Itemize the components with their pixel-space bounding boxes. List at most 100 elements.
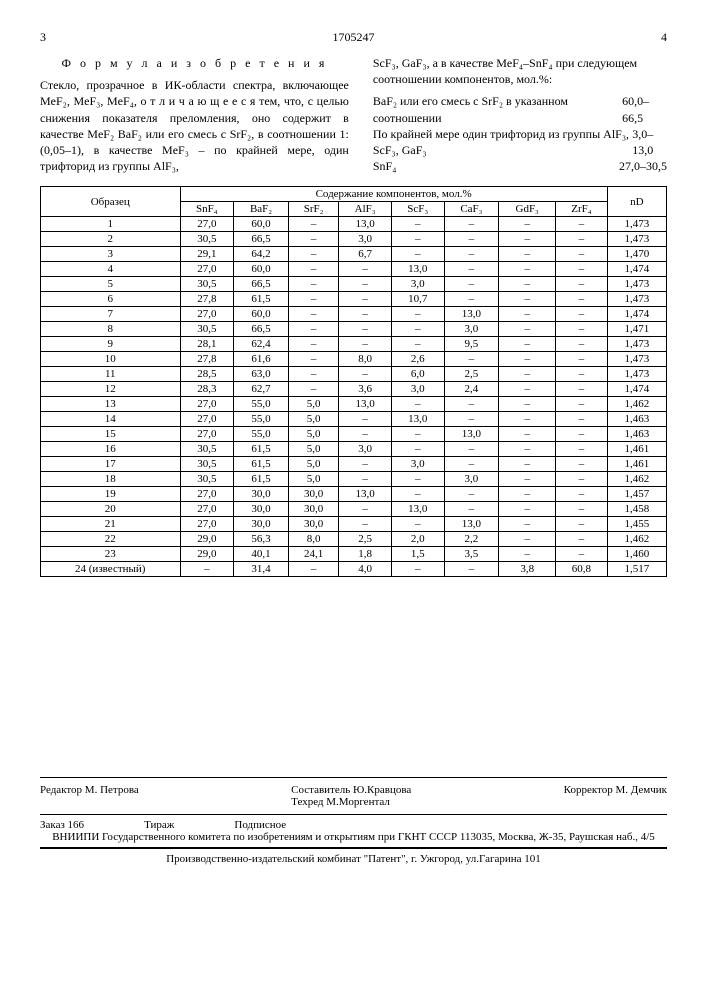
table-cell: 5,0 xyxy=(288,457,338,472)
table-cell: – xyxy=(444,442,499,457)
table-cell: – xyxy=(556,547,608,562)
ratio-value: 27,0–30,5 xyxy=(619,158,667,174)
table-cell: 27,8 xyxy=(180,292,234,307)
corrector: Корректор М. Демчик xyxy=(564,784,667,808)
table-cell: 13,0 xyxy=(444,307,499,322)
table-cell: – xyxy=(499,532,556,547)
table-cell: 66,5 xyxy=(234,322,289,337)
table-cell: 63,0 xyxy=(234,367,289,382)
table-cell: 20 xyxy=(41,502,181,517)
table-cell: – xyxy=(444,457,499,472)
order: Заказ 166 xyxy=(40,819,84,831)
table-cell: – xyxy=(339,367,392,382)
table-cell: 1,474 xyxy=(607,262,666,277)
table-cell: – xyxy=(444,262,499,277)
table-cell: – xyxy=(339,292,392,307)
table-cell: – xyxy=(288,277,338,292)
table-cell: 64,2 xyxy=(234,247,289,262)
table-cell: 29,0 xyxy=(180,532,234,547)
table-cell: – xyxy=(499,262,556,277)
footer-center: Составитель Ю.Кравцова Техред М.Моргента… xyxy=(291,784,411,808)
table-cell: 3,0 xyxy=(391,277,444,292)
table-cell: 1,463 xyxy=(607,412,666,427)
table-cell: – xyxy=(499,382,556,397)
table-cell: 13,0 xyxy=(444,517,499,532)
table-cell: 13,0 xyxy=(391,412,444,427)
table-cell: 1,458 xyxy=(607,502,666,517)
ratio-row: BaF₂ или его смесь с SrF₂ в указанном со… xyxy=(373,93,667,125)
table-cell: – xyxy=(339,277,392,292)
table-cell: 1,462 xyxy=(607,472,666,487)
table-cell: 27,0 xyxy=(180,217,234,232)
col-group: Содержание компонентов, мол.% xyxy=(180,187,607,202)
table-cell: 15 xyxy=(41,427,181,442)
table-cell: 27,0 xyxy=(180,397,234,412)
table-row: 1630,561,55,03,0––––1,461 xyxy=(41,442,667,457)
table-row: 2027,030,030,0–13,0–––1,458 xyxy=(41,502,667,517)
table-cell: – xyxy=(339,472,392,487)
table-cell: – xyxy=(391,217,444,232)
table-cell: 13,0 xyxy=(391,502,444,517)
ratio-label: BaF₂ или его смесь с SrF₂ в указанном со… xyxy=(373,93,622,125)
table-cell: – xyxy=(391,322,444,337)
table-cell: 1,473 xyxy=(607,232,666,247)
table-cell: – xyxy=(444,397,499,412)
paragraph-left: Стекло, прозрачное в ИК-области спектра,… xyxy=(40,78,349,173)
table-cell: 1,473 xyxy=(607,337,666,352)
table-cell: – xyxy=(444,217,499,232)
table-cell: 1,457 xyxy=(607,487,666,502)
table-cell: 6,7 xyxy=(339,247,392,262)
table-cell: – xyxy=(499,472,556,487)
table-cell: 1,8 xyxy=(339,547,392,562)
table-cell: 3,0 xyxy=(339,232,392,247)
table-cell: – xyxy=(556,352,608,367)
table-cell: 2,6 xyxy=(391,352,444,367)
table-cell: 2,5 xyxy=(444,367,499,382)
subcol: ScF₃ xyxy=(391,202,444,217)
table-cell: 13,0 xyxy=(339,217,392,232)
table-cell: – xyxy=(444,412,499,427)
table-row: 928,162,4–––9,5––1,473 xyxy=(41,337,667,352)
table-row: 24 (известный)–31,4–4,0––3,860,81,517 xyxy=(41,562,667,577)
table-cell: 1,460 xyxy=(607,547,666,562)
table-cell: 19 xyxy=(41,487,181,502)
table-row: 2127,030,030,0––13,0––1,455 xyxy=(41,517,667,532)
table-row: 1128,563,0––6,02,5––1,473 xyxy=(41,367,667,382)
table-cell: – xyxy=(288,292,338,307)
table-cell: – xyxy=(288,382,338,397)
table-cell: 27,0 xyxy=(180,307,234,322)
table-cell: – xyxy=(391,472,444,487)
formula-title: Ф о р м у л а и з о б р е т е н и я xyxy=(40,55,349,71)
table-cell: 66,5 xyxy=(234,277,289,292)
table-cell: 3,6 xyxy=(339,382,392,397)
page-header: 3 1705247 4 xyxy=(40,30,667,45)
table-cell: 30,0 xyxy=(234,487,289,502)
table-cell: 1,473 xyxy=(607,292,666,307)
table-cell: – xyxy=(499,292,556,307)
table-cell: 13 xyxy=(41,397,181,412)
table-cell: 12 xyxy=(41,382,181,397)
table-cell: 4,0 xyxy=(339,562,392,577)
table-cell: 2,2 xyxy=(444,532,499,547)
table-cell: 27,0 xyxy=(180,517,234,532)
table-cell: 13,0 xyxy=(444,427,499,442)
table-cell: – xyxy=(499,457,556,472)
org: ВНИИПИ Государственного комитета по изоб… xyxy=(40,831,667,843)
ratio-block: BaF₂ или его смесь с SrF₂ в указанном со… xyxy=(373,93,667,174)
table-cell: 60,0 xyxy=(234,262,289,277)
table-cell: – xyxy=(444,352,499,367)
subcol: SnF₄ xyxy=(180,202,234,217)
table-cell: – xyxy=(499,277,556,292)
table-cell: – xyxy=(556,247,608,262)
footer-mid: Заказ 166 Тираж Подписное ВНИИПИ Государ… xyxy=(40,815,667,849)
table-cell: – xyxy=(391,337,444,352)
table-cell: 14 xyxy=(41,412,181,427)
table-cell: 5,0 xyxy=(288,397,338,412)
table-cell: 3,0 xyxy=(339,442,392,457)
table-cell: – xyxy=(499,247,556,262)
body-columns: Ф о р м у л а и з о б р е т е н и я Стек… xyxy=(40,55,667,174)
table-cell: 1,474 xyxy=(607,382,666,397)
ratio-label: SnF₄ xyxy=(373,158,397,174)
table-cell: 61,5 xyxy=(234,457,289,472)
table-cell: – xyxy=(391,232,444,247)
